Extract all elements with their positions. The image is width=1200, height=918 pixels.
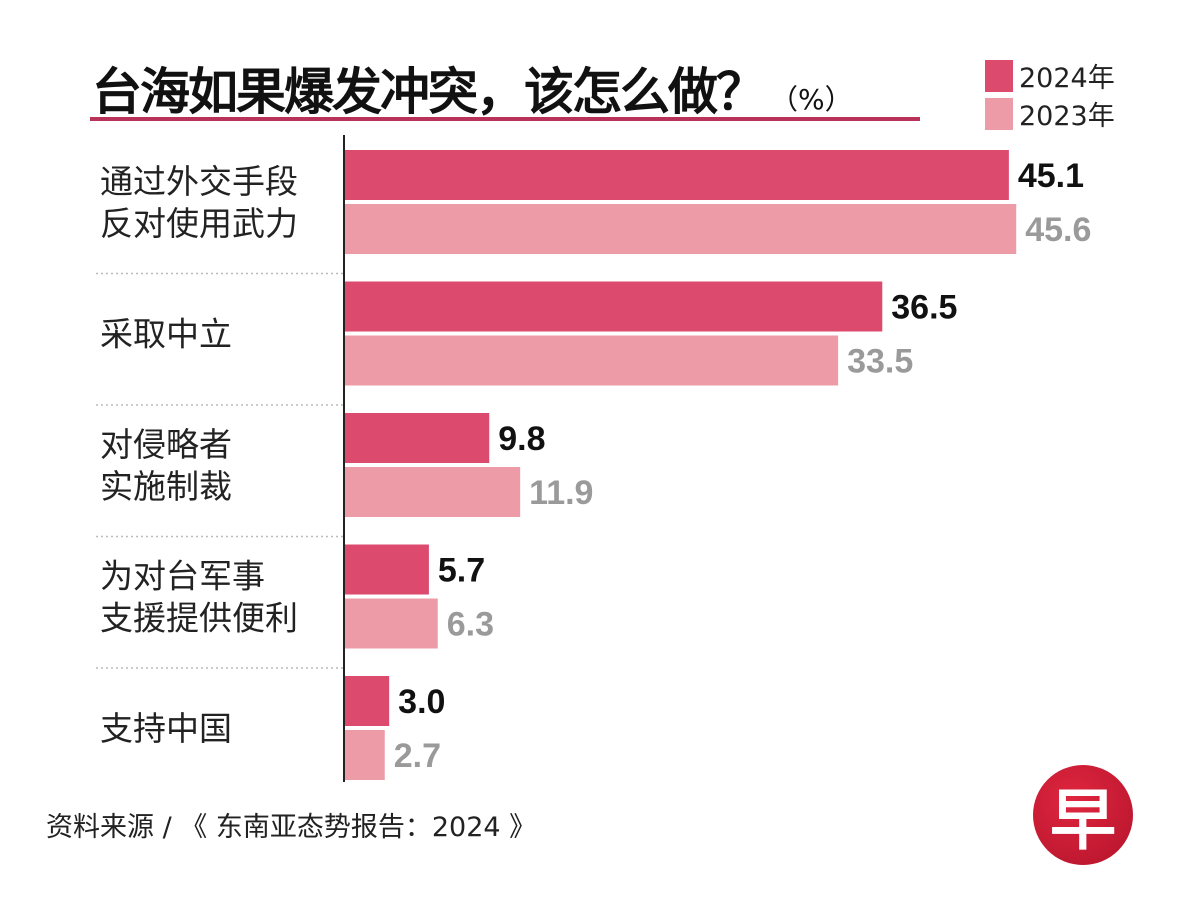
data-label-2023: 45.6: [1025, 211, 1091, 249]
title-text: 台海如果爆发冲突，该怎么做？: [92, 63, 766, 121]
logo-glyph: 早: [1050, 781, 1116, 859]
category-label: 支援提供便利: [100, 599, 298, 638]
data-label-2024: 45.1: [1018, 157, 1084, 195]
bar-2024-3: [345, 544, 429, 595]
legend-swatch-2023: [985, 97, 1013, 130]
zaobao-logo: 早: [1033, 765, 1133, 865]
category-label: 为对台军事: [100, 557, 265, 596]
data-label-2024: 36.5: [891, 289, 957, 327]
category-label: 反对使用武力: [100, 204, 298, 243]
category-label: 采取中立: [100, 315, 232, 354]
legend-swatch-2024: [985, 59, 1013, 92]
bar-2023-4: [345, 730, 385, 780]
legend-label-2024: 2024年: [1019, 63, 1115, 94]
legend-item-2024: 2024年: [985, 56, 1115, 95]
bar-2023-3: [345, 598, 438, 649]
title-underline: [90, 117, 920, 121]
bar-2024-0: [345, 150, 1009, 200]
bar-2023-1: [345, 335, 839, 386]
data-label-2023: 11.9: [529, 474, 593, 512]
bar-2024-1: [345, 281, 883, 332]
legend-item-2023: 2023年: [985, 94, 1115, 133]
data-label-2024: 3.0: [398, 683, 445, 721]
legend-label-2023: 2023年: [1019, 101, 1115, 132]
bar-2023-2: [345, 467, 521, 517]
category-label: 支持中国: [100, 709, 232, 748]
chart-title: 台海如果爆发冲突，该怎么做？ （%）: [92, 52, 853, 124]
data-label-2024: 5.7: [438, 552, 485, 590]
category-label: 通过外交手段: [100, 162, 298, 201]
data-label-2023: 33.5: [847, 343, 913, 381]
bar-2023-0: [345, 204, 1017, 254]
data-label-2024: 9.8: [498, 420, 545, 458]
category-label: 实施制裁: [100, 467, 232, 506]
source-note: 资料来源 / 《 东南亚态势报告：2024 》: [46, 812, 537, 843]
unit-label: （%）: [770, 83, 853, 116]
bar-2024-4: [345, 676, 390, 726]
category-label: 对侵略者: [100, 425, 232, 464]
bar-2024-2: [345, 413, 490, 463]
data-label-2023: 2.7: [394, 737, 441, 775]
data-label-2023: 6.3: [447, 606, 494, 644]
